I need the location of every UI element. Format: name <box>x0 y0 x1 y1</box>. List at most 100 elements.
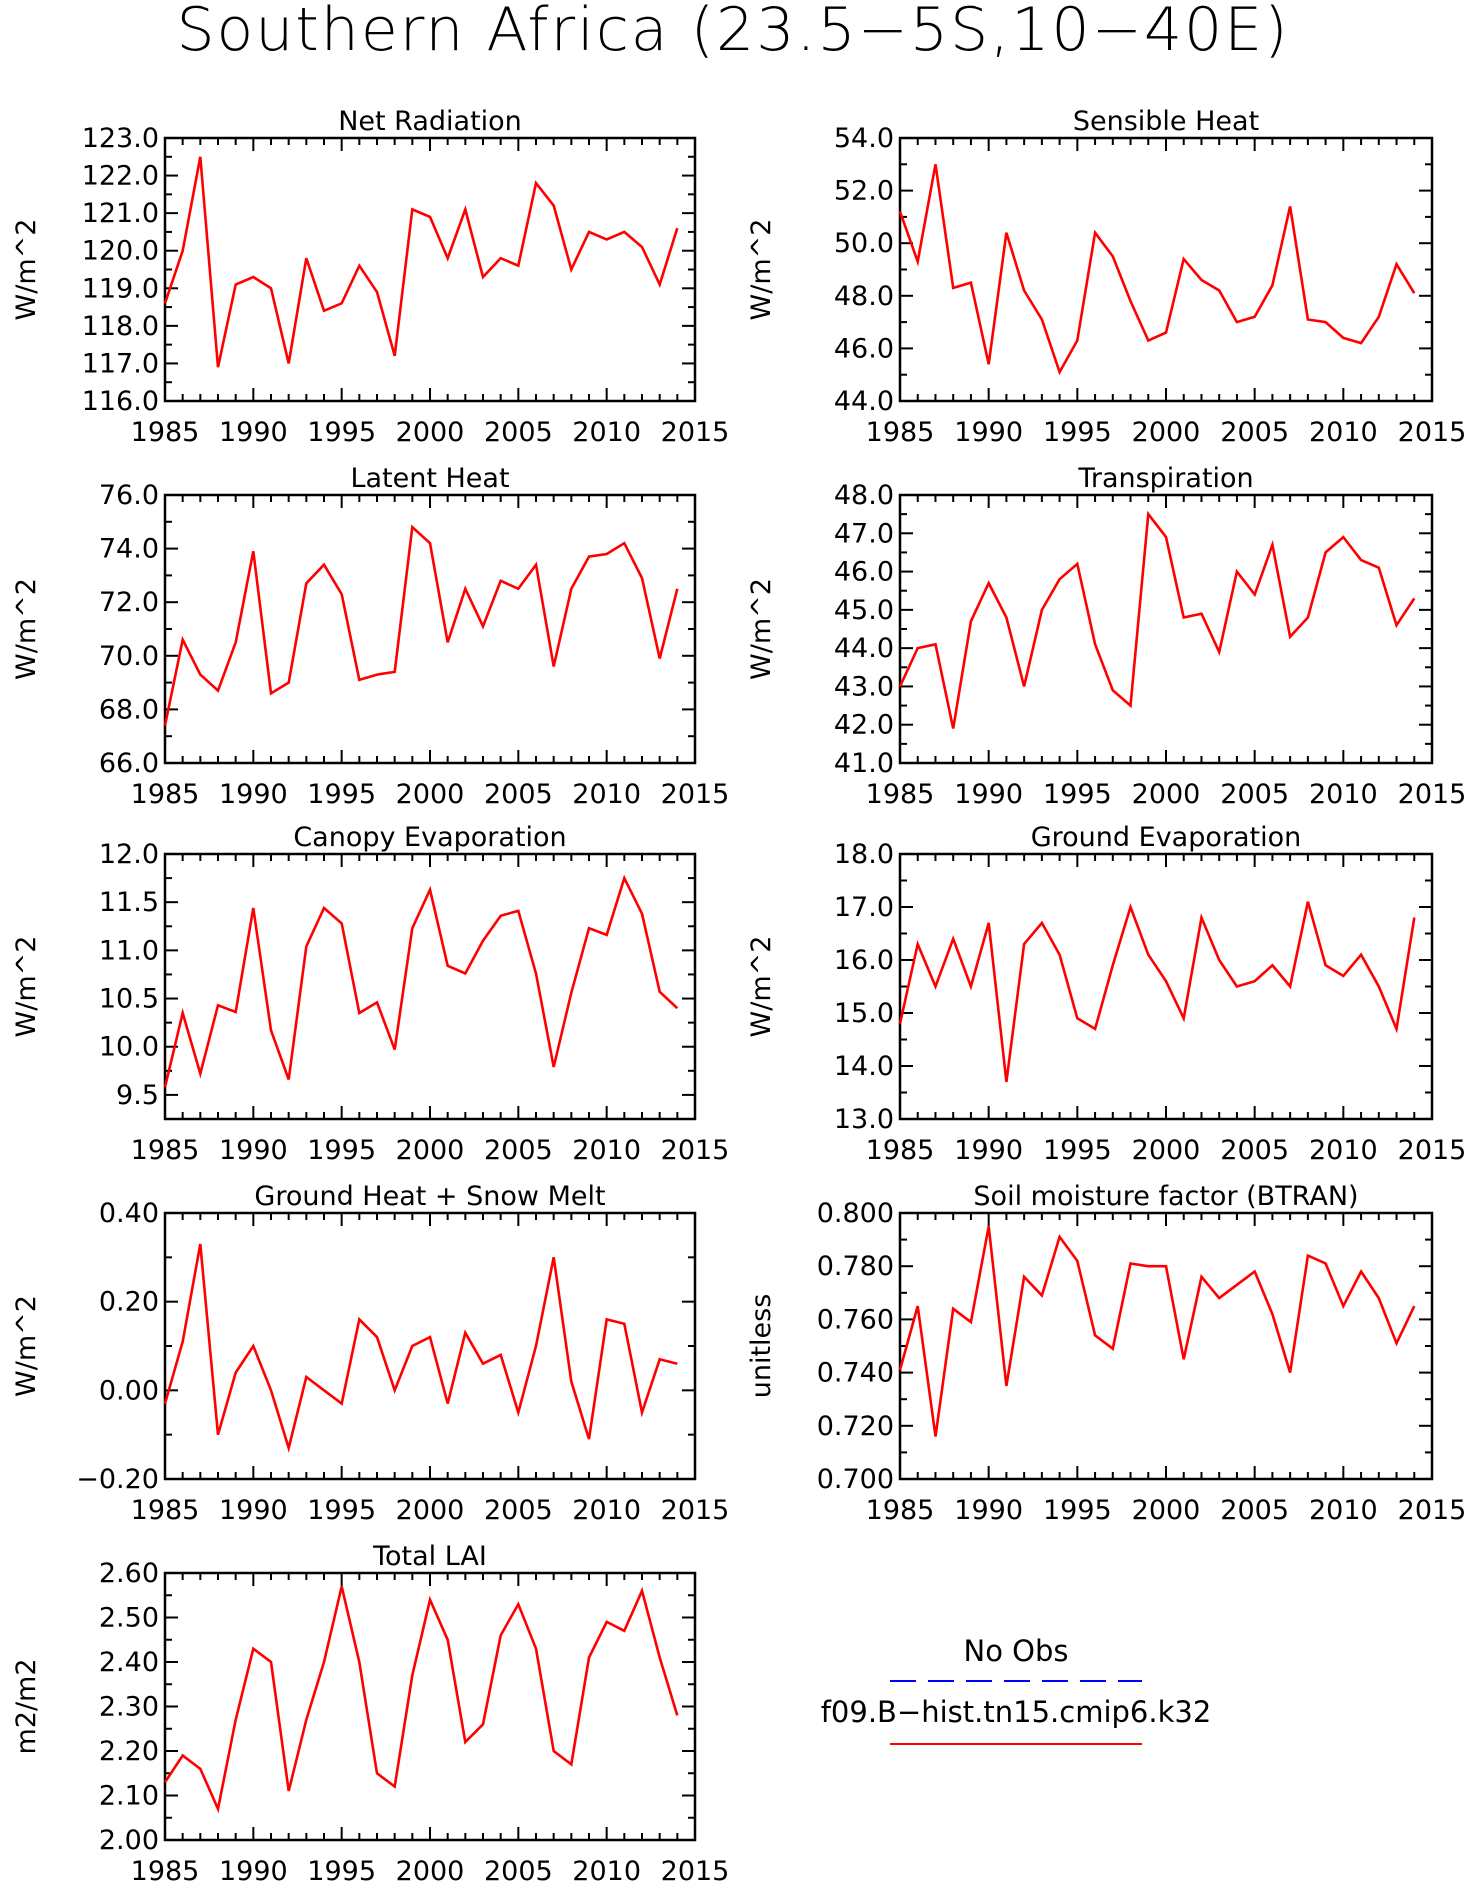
x-tick-label: 1995 <box>1043 779 1112 810</box>
panel-7: Ground Heat + Snow Melt 1985 1990 1995 2000 2… <box>11 1181 729 1526</box>
y-tick-label: 2.60 <box>99 1558 159 1589</box>
x-tick-label: 1990 <box>954 1495 1023 1526</box>
y-tick-label: 0.00 <box>99 1375 159 1406</box>
y-axis-label: W/m^2 <box>11 219 42 321</box>
panel-title: Soil moisture factor (BTRAN) <box>973 1181 1358 1212</box>
x-tick-label: 1990 <box>219 779 288 810</box>
x-tick-label: 2015 <box>661 417 730 448</box>
y-tick-label: 0.700 <box>817 1464 894 1495</box>
x-tick-label: 1985 <box>866 779 935 810</box>
x-tick-label: 2005 <box>1220 779 1289 810</box>
y-tick-label: 123.0 <box>82 123 159 154</box>
panel-4: Transpiration 1985 1990 1995 2000 2005 2010 201… <box>746 463 1466 810</box>
panel-title: Ground Heat + Snow Melt <box>254 1181 605 1212</box>
x-tick-label: 1990 <box>954 417 1023 448</box>
y-tick-label: 119.0 <box>82 273 159 304</box>
legend-model-label: f09.B−hist.tn15.cmip6.k32 <box>821 1695 1212 1729</box>
x-tick-label: 1985 <box>131 1495 200 1526</box>
y-tick-label: 44.0 <box>834 386 894 417</box>
x-tick-label: 2005 <box>484 1495 553 1526</box>
x-tick-label: 2010 <box>1309 779 1378 810</box>
y-tick-label: 13.0 <box>834 1104 894 1135</box>
series-line <box>898 510 1416 729</box>
x-tick-label: 1990 <box>219 1495 288 1526</box>
y-tick-label: 18.0 <box>834 839 894 870</box>
y-tick-label: 11.5 <box>99 887 159 918</box>
y-tick-label: 74.0 <box>99 534 159 565</box>
y-tick-label: 2.30 <box>99 1692 159 1723</box>
plot-frame <box>163 1571 697 1842</box>
y-axis-label: W/m^2 <box>11 1295 42 1397</box>
x-tick-label: 2000 <box>396 417 465 448</box>
y-axis-label: W/m^2 <box>11 578 42 680</box>
panel-8: Soil moisture factor (BTRAN) 1985 1990 1995… <box>746 1181 1466 1526</box>
x-tick-label: 2010 <box>1309 417 1378 448</box>
y-tick-label: 15.0 <box>834 998 894 1029</box>
y-axis-label: W/m^2 <box>746 578 777 680</box>
series-line <box>898 1226 1416 1437</box>
x-tick-label: 2010 <box>572 1495 641 1526</box>
x-tick-label: 2010 <box>1309 1135 1378 1166</box>
legend-obs-label: No Obs <box>964 1634 1069 1668</box>
x-tick-label: 2000 <box>396 1135 465 1166</box>
x-tick-label: 2000 <box>1132 417 1201 448</box>
y-tick-label: 2.00 <box>99 1825 159 1856</box>
x-tick-label: 1995 <box>1043 1135 1112 1166</box>
y-axis-label: W/m^2 <box>11 936 42 1038</box>
y-tick-label: 0.760 <box>817 1304 894 1335</box>
x-tick-label: 1990 <box>219 1135 288 1166</box>
x-tick-label: 2015 <box>661 1495 730 1526</box>
x-tick-label: 2010 <box>572 417 641 448</box>
x-tick-label: 2005 <box>484 417 553 448</box>
y-axis-label: unitless <box>746 1294 777 1399</box>
x-tick-label: 2000 <box>1132 779 1201 810</box>
y-tick-label: 11.0 <box>99 935 159 966</box>
x-tick-label: 1985 <box>866 417 935 448</box>
x-tick-label: 1985 <box>131 779 200 810</box>
y-tick-label: 9.5 <box>116 1080 159 1111</box>
series-line <box>898 901 1416 1083</box>
x-tick-label: 1995 <box>307 1135 376 1166</box>
y-tick-label: 0.720 <box>817 1411 894 1442</box>
x-tick-label: 2015 <box>1398 1495 1467 1526</box>
y-tick-label: 72.0 <box>99 587 159 618</box>
legend: No Obs f09.B−hist.tn15.cmip6.k32 <box>821 1634 1212 1745</box>
x-tick-label: 2015 <box>661 779 730 810</box>
panels: Net Radiation 1985 1990 1995 2000 2005 2010 201… <box>11 106 1466 1887</box>
y-tick-label: 120.0 <box>82 236 159 267</box>
x-tick-label: 1985 <box>131 1135 200 1166</box>
panel-title: Total LAI <box>372 1541 487 1572</box>
x-tick-label: 1985 <box>866 1135 935 1166</box>
panel-6: Ground Evaporation 1985 1990 1995 2000 2005 20… <box>746 822 1466 1166</box>
y-tick-label: 0.780 <box>817 1251 894 1282</box>
y-tick-label: 117.0 <box>82 348 159 379</box>
plot-frame <box>898 1211 1434 1481</box>
x-tick-label: 2010 <box>572 779 641 810</box>
x-tick-label: 2015 <box>1398 1135 1467 1166</box>
y-tick-label: 14.0 <box>834 1051 894 1082</box>
x-tick-label: 1995 <box>1043 1495 1112 1526</box>
x-tick-label: 1990 <box>954 1135 1023 1166</box>
plot-frame <box>163 136 697 403</box>
series-line <box>163 524 679 726</box>
x-tick-label: 2000 <box>396 779 465 810</box>
x-tick-label: 2010 <box>1309 1495 1378 1526</box>
x-tick-label: 2000 <box>396 1495 465 1526</box>
x-tick-label: 2005 <box>484 1135 553 1166</box>
y-tick-label: 17.0 <box>834 892 894 923</box>
x-tick-label: 1985 <box>131 1856 200 1887</box>
y-tick-label: 68.0 <box>99 694 159 725</box>
y-tick-label: 10.5 <box>99 984 159 1015</box>
x-tick-label: 1985 <box>131 417 200 448</box>
panel-title: Net Radiation <box>338 106 522 137</box>
x-tick-label: 1985 <box>866 1495 935 1526</box>
x-tick-label: 1990 <box>954 779 1023 810</box>
y-tick-label: 0.800 <box>817 1198 894 1229</box>
panel-title: Canopy Evaporation <box>293 822 566 853</box>
panel-title: Transpiration <box>1077 463 1253 494</box>
panel-5: Canopy Evaporation 1985 1990 1995 2000 2005 20… <box>11 822 729 1166</box>
y-tick-label: 0.740 <box>817 1358 894 1389</box>
x-tick-label: 2010 <box>572 1856 641 1887</box>
y-tick-label: 2.50 <box>99 1603 159 1634</box>
y-tick-label: 0.20 <box>99 1287 159 1318</box>
